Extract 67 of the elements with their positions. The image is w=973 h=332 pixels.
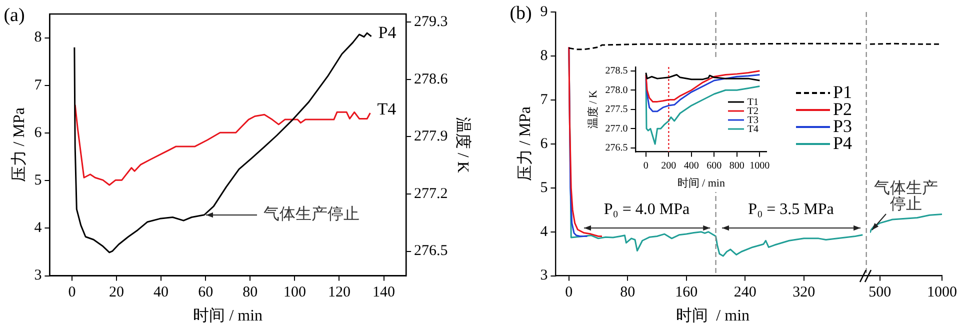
- y-tick-label: 3: [34, 268, 42, 284]
- annotation: P₀ = 3.5 MPa: [748, 200, 834, 219]
- y-tick-label: 7: [540, 92, 548, 108]
- x-tick-label: 0: [68, 284, 76, 301]
- y-axis-title: 压力 / MPa: [10, 108, 28, 182]
- chart-title: (a): [4, 5, 25, 27]
- x-tick-label: 800: [729, 160, 744, 172]
- legend-label: P3: [832, 116, 852, 136]
- x-axis-title: 时间 / min: [676, 306, 750, 325]
- legend-label: T4: [747, 124, 759, 135]
- x-tick-label: 120: [328, 284, 350, 301]
- y2-axis-title: 温度 / K: [454, 116, 472, 174]
- y-tick-label: 277.0: [605, 123, 628, 134]
- x-tick-label: 320: [792, 284, 816, 301]
- chart-title: (b): [510, 3, 532, 25]
- annotation: P₀ = 4.0 MPa: [604, 200, 690, 219]
- legend-label: P2: [832, 99, 852, 119]
- y2-tick-label: 279.3: [414, 14, 448, 30]
- series-label: P4: [378, 22, 397, 42]
- annotation: 气体生产停止: [263, 204, 360, 226]
- x-tick-label: 1000: [927, 284, 957, 301]
- legend-label: T3: [747, 114, 759, 126]
- x-tick-label: 20: [109, 284, 124, 301]
- y-tick-label: 278.5: [605, 65, 628, 76]
- y2-tick-label: 277.9: [414, 128, 448, 145]
- y-axis-title: 温度 / K: [586, 90, 600, 129]
- legend-label: T1: [747, 96, 759, 108]
- x-tick-label: 40: [154, 284, 169, 301]
- x-tick-label: 100: [283, 284, 306, 301]
- annotation: 气体生产停止: [873, 180, 939, 213]
- legend-label: T2: [747, 106, 759, 117]
- x-tick-label: 80: [242, 284, 258, 301]
- x-tick-label: 140: [372, 284, 396, 301]
- y-tick-label: 5: [540, 180, 548, 196]
- y2-tick-label: 277.2: [414, 186, 448, 202]
- y-tick-label: 6: [34, 124, 42, 141]
- y-tick-label: 3: [540, 268, 548, 284]
- y-tick-label: 4: [540, 224, 548, 240]
- y-tick-label: 8: [540, 48, 548, 64]
- x-tick-label: 240: [734, 284, 756, 301]
- y2-tick-label: 278.6: [414, 71, 448, 88]
- x-tick-label: 600: [706, 160, 722, 172]
- legend-label: P4: [832, 133, 852, 153]
- y-tick-label: 6: [540, 136, 548, 152]
- x-tick-label: 0: [643, 160, 648, 172]
- legend-label: P1: [832, 82, 852, 102]
- y-tick-label: 278.0: [605, 84, 628, 96]
- y-tick-label: 277.5: [605, 104, 628, 116]
- x-tick-label: 200: [661, 160, 676, 172]
- x-tick-label: 0: [565, 284, 573, 301]
- x-axis-title: 时间 / min: [677, 176, 726, 190]
- y-tick-label: 9: [540, 4, 548, 20]
- y-axis-title: 压力 / MPa: [516, 106, 534, 182]
- x-tick-label: 160: [675, 284, 698, 301]
- x-axis-title: 时间 / min: [193, 306, 263, 325]
- y-tick-label: 8: [34, 30, 42, 46]
- series-label: T4: [377, 99, 397, 118]
- y-tick-label: 5: [34, 172, 42, 189]
- x-tick-label: 500: [868, 284, 892, 301]
- x-tick-label: 80: [620, 284, 636, 301]
- y-tick-label: 4: [34, 220, 42, 236]
- x-tick-label: 60: [198, 284, 214, 301]
- y2-tick-label: 276.5: [414, 243, 448, 260]
- y-tick-label: 7: [34, 77, 42, 94]
- x-tick-label: 1000: [750, 160, 770, 172]
- y-tick-label: 276.5: [605, 142, 628, 154]
- x-tick-label: 400: [684, 160, 699, 172]
